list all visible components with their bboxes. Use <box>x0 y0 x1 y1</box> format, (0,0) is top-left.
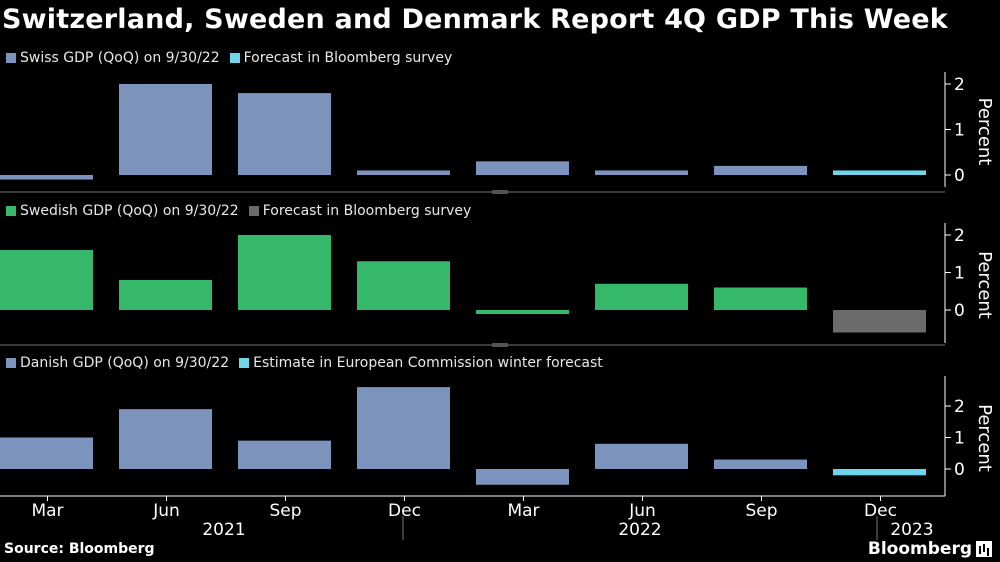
panel-separator-handle <box>492 190 508 194</box>
x-tick-label: Sep <box>269 501 301 521</box>
brand-logo: Bloomberg <box>868 539 992 559</box>
legend-swatch <box>6 206 16 216</box>
legend-item: Forecast in Bloomberg survey <box>248 203 472 219</box>
y-tick-label: 2 <box>954 397 965 417</box>
bloomberg-chart-icon <box>976 541 992 557</box>
legend-label: Danish GDP (QoQ) on 9/30/22 <box>20 355 230 371</box>
bar <box>119 409 212 469</box>
y-tick-label: 1 <box>954 429 965 449</box>
x-year-label: 2021 <box>202 520 245 540</box>
legend-label: Forecast in Bloomberg survey <box>262 203 472 219</box>
bar <box>357 170 450 175</box>
y-tick-label: 1 <box>954 264 965 284</box>
legend-label: Forecast in Bloomberg survey <box>243 50 453 66</box>
bar <box>357 387 450 469</box>
bar <box>476 310 569 314</box>
bar <box>833 310 926 333</box>
brand-name: Bloomberg <box>867 539 972 559</box>
y-axis-title: Percent <box>974 404 995 472</box>
bar <box>595 443 688 469</box>
bar <box>238 235 331 310</box>
legend-item: Danish GDP (QoQ) on 9/30/22 <box>6 355 229 371</box>
legend-swatch <box>248 206 259 216</box>
y-tick-label: 0 <box>954 460 965 480</box>
legend-swiss: Swiss GDP (QoQ) on 9/30/22 Forecast in Bl… <box>6 49 462 67</box>
x-tick-label: Jun <box>628 501 656 521</box>
bar <box>476 161 569 175</box>
bar <box>833 170 926 175</box>
y-axis-title: Percent <box>974 98 995 166</box>
bar <box>595 170 688 175</box>
legend-danish: Danish GDP (QoQ) on 9/30/22 Estimate in E… <box>6 354 613 372</box>
legend-item: Swiss GDP (QoQ) on 9/30/22 <box>6 50 220 66</box>
bar <box>357 261 450 310</box>
bar <box>119 280 212 310</box>
legend-swatch <box>6 358 16 368</box>
x-tick-label: Mar <box>31 501 63 521</box>
legend-label: Swedish GDP (QoQ) on 9/30/22 <box>20 203 239 219</box>
bar <box>833 469 926 476</box>
bar <box>0 250 93 310</box>
x-tick-label: Sep <box>745 501 777 521</box>
bar <box>238 440 331 469</box>
x-year-label: 2022 <box>618 520 661 540</box>
x-tick-label: Mar <box>507 501 539 521</box>
y-tick-label: 0 <box>954 301 965 321</box>
bar <box>714 287 807 310</box>
bar <box>0 437 93 469</box>
y-axis-title: Percent <box>974 251 995 319</box>
legend-item: Forecast in Bloomberg survey <box>229 50 453 66</box>
y-tick-label: 1 <box>954 121 965 141</box>
legend-label: Swiss GDP (QoQ) on 9/30/22 <box>20 50 220 66</box>
legend-label: Estimate in European Commission winter f… <box>253 355 603 371</box>
legend-swatch <box>239 358 250 368</box>
source-note: Source: Bloomberg <box>4 541 155 557</box>
legend-swatch <box>6 53 16 63</box>
bar <box>238 93 331 175</box>
bar <box>119 84 212 175</box>
chart-title: Switzerland, Sweden and Denmark Report 4… <box>2 4 948 35</box>
bar <box>595 283 688 310</box>
x-year-label: 2023 <box>890 520 933 540</box>
panel-separator-handle <box>492 343 508 347</box>
bar <box>714 459 807 469</box>
x-tick-label: Jun <box>152 501 180 521</box>
bar <box>714 165 807 175</box>
legend-item: Estimate in European Commission winter f… <box>239 355 603 371</box>
y-tick-label: 2 <box>954 226 965 246</box>
y-tick-label: 0 <box>954 166 965 186</box>
bar <box>476 469 569 485</box>
legend-swedish: Swedish GDP (QoQ) on 9/30/22 Forecast in … <box>6 202 481 220</box>
x-tick-label: Dec <box>388 501 421 521</box>
bar <box>0 175 93 180</box>
y-tick-label: 2 <box>954 75 965 95</box>
legend-item: Swedish GDP (QoQ) on 9/30/22 <box>6 203 239 219</box>
x-tick-label: Dec <box>864 501 897 521</box>
legend-swatch <box>229 53 240 63</box>
